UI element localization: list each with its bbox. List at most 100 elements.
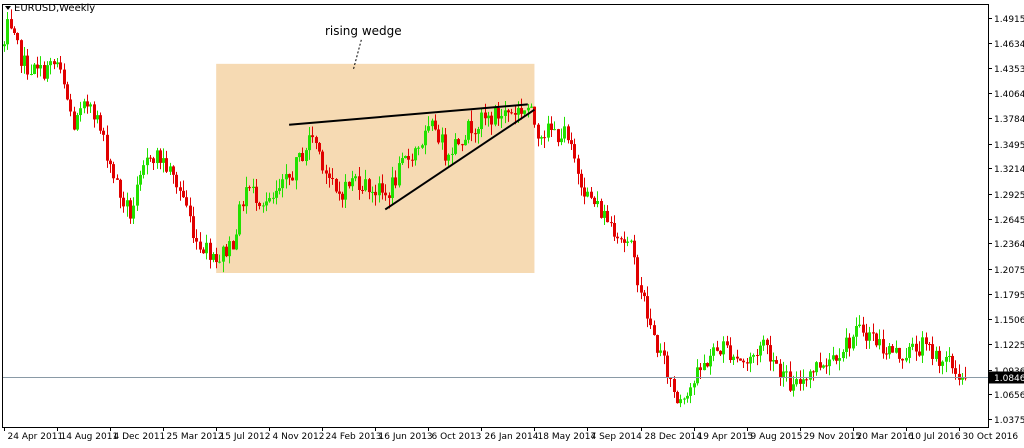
candle	[232, 240, 235, 249]
candle-body	[931, 344, 934, 359]
candle-body	[59, 62, 62, 69]
candle-body	[79, 108, 82, 115]
candle-body	[109, 161, 112, 164]
candle-body	[83, 101, 86, 108]
candle-body	[20, 40, 23, 66]
y-tick-label: 1.06560	[994, 391, 1024, 401]
candle-body	[819, 362, 822, 368]
candle-body	[66, 84, 69, 99]
candle-body	[895, 348, 898, 353]
candle	[676, 391, 679, 404]
candle-body	[756, 355, 759, 356]
candle-body	[480, 113, 483, 130]
candle-body	[434, 121, 437, 130]
candle	[467, 119, 470, 143]
candle-body	[593, 198, 596, 204]
candle-body	[795, 379, 798, 384]
y-tick-label: 1.40645	[994, 90, 1024, 100]
candle-body	[510, 112, 513, 113]
candle	[76, 113, 79, 131]
candle-body	[16, 33, 19, 40]
candle-body	[301, 153, 304, 161]
candle-body	[706, 363, 709, 366]
candle-body	[162, 158, 165, 163]
y-tick-label: 1.37840	[994, 115, 1024, 125]
candle-body	[766, 340, 769, 345]
candle-body	[401, 158, 404, 163]
candle-body	[262, 205, 265, 206]
candle-body	[550, 124, 553, 130]
candle-body	[882, 339, 885, 353]
candle-body	[862, 325, 865, 333]
candle-body	[335, 179, 338, 192]
x-tick-label: 10 Jul 2016	[910, 432, 961, 442]
candle-body	[441, 134, 444, 142]
candle-body	[268, 198, 271, 201]
candle-body	[467, 121, 470, 140]
candle-body	[663, 350, 666, 355]
candle-body	[567, 126, 570, 140]
candle-body	[693, 383, 696, 387]
candle-body	[116, 178, 119, 180]
candle-body	[195, 238, 198, 242]
candle-body	[600, 201, 603, 218]
candle-body	[361, 190, 364, 191]
candle-body	[643, 293, 646, 296]
candle-body	[225, 247, 228, 256]
candle-body	[557, 129, 560, 142]
candle-body	[699, 367, 702, 370]
candle-body	[633, 241, 636, 258]
candle-body	[232, 241, 235, 249]
x-tick-label: 24 Apr 2011	[8, 432, 64, 442]
candle-body	[537, 125, 540, 139]
candle-body	[775, 360, 778, 364]
candle-body	[742, 361, 745, 363]
candle-body	[464, 140, 467, 145]
candle-body	[381, 183, 384, 192]
candle-body	[553, 129, 556, 130]
chart-title[interactable]: EURUSD,Weekly	[5, 3, 95, 14]
candle-body	[596, 201, 599, 204]
candle-body	[865, 333, 868, 341]
candle-body	[577, 159, 580, 174]
candle-body	[703, 363, 706, 370]
candle-body	[802, 379, 805, 384]
candle-body	[93, 104, 96, 119]
candle-body	[487, 116, 490, 119]
candle-body	[424, 131, 427, 146]
candle-body	[338, 192, 341, 194]
candle-body	[3, 44, 6, 46]
y-tick-label: 1.20755	[994, 266, 1024, 276]
candle-body	[722, 341, 725, 354]
candle-body	[169, 166, 172, 171]
y-tick-label: 1.29255	[994, 191, 1024, 201]
candle-body	[258, 203, 261, 206]
candle-body	[848, 338, 851, 349]
current-price-label: 1.08461	[994, 374, 1024, 384]
candle-body	[149, 158, 152, 159]
candle-body	[484, 113, 487, 119]
candle	[739, 358, 742, 360]
candle-body	[719, 351, 722, 355]
candle-body	[759, 346, 762, 356]
candle-body	[500, 116, 503, 119]
candle-body	[563, 126, 566, 138]
candle-body	[646, 296, 649, 318]
y-tick-label: 1.12255	[994, 341, 1024, 351]
candle-body	[129, 200, 132, 218]
candle-body	[746, 362, 749, 363]
candle-body	[560, 139, 563, 143]
candle-body	[520, 108, 523, 114]
candle-body	[583, 187, 586, 196]
candle-body	[242, 204, 245, 206]
candle-body	[444, 134, 447, 160]
candle-body	[56, 62, 59, 64]
candle-body	[497, 108, 500, 119]
candle-body	[182, 191, 185, 197]
candle-body	[341, 194, 344, 200]
candle-body	[73, 111, 76, 129]
candle-body	[679, 399, 682, 403]
candle-body	[623, 239, 626, 243]
candle-body	[938, 351, 941, 366]
